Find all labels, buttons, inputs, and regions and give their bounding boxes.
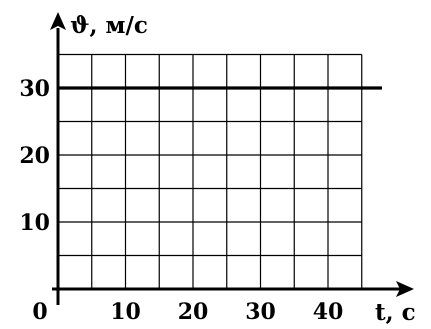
y-axis-arrow <box>50 12 66 30</box>
y-tick-label: 30 <box>19 76 50 102</box>
y-tick-label: 20 <box>19 143 50 169</box>
y-axis-label: ϑ, м/с <box>70 12 148 39</box>
tick-labels: 0 10 20 30 40 10 20 30 <box>19 76 343 325</box>
grid <box>58 53 363 289</box>
x-tick-label: 30 <box>245 299 276 325</box>
x-axis-label: t, c <box>375 299 416 326</box>
y-tick-label: 10 <box>19 210 50 236</box>
x-tick-label: 40 <box>313 299 344 325</box>
x-tick-label: 20 <box>178 299 209 325</box>
axes <box>50 12 414 305</box>
origin-label: 0 <box>32 299 47 325</box>
x-axis-arrow <box>396 281 414 297</box>
x-tick-label: 10 <box>110 299 141 325</box>
